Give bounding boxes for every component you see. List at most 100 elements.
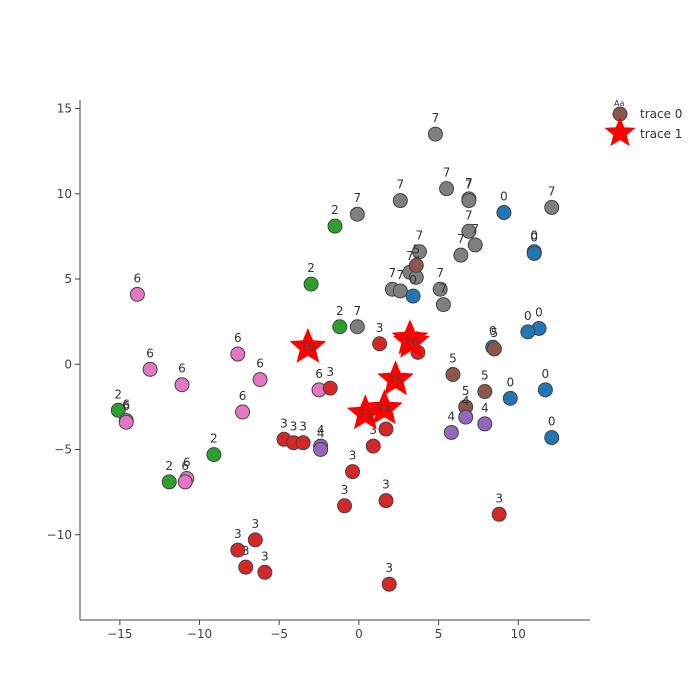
data-point-label-7[interactable]: [461, 223, 477, 239]
data-point-label-7[interactable]: [439, 181, 455, 197]
data-point-label-3[interactable]: [230, 542, 246, 558]
data-point-label-7[interactable]: [427, 126, 443, 142]
point-label: 0: [548, 415, 556, 429]
data-point-label-5[interactable]: [445, 366, 461, 382]
star-label: T4: [377, 403, 392, 416]
data-point-label-2[interactable]: [110, 402, 126, 418]
point-label: 4: [317, 423, 325, 437]
point-label: 3: [495, 491, 503, 505]
data-point-label-7[interactable]: [432, 281, 448, 297]
data-point-label-6[interactable]: [129, 286, 145, 302]
point-label: 5: [491, 326, 499, 340]
point-label: 7: [353, 191, 361, 205]
point-label: 7: [397, 178, 405, 192]
legend-item-trace-0[interactable]: Aa trace 0: [612, 99, 682, 122]
data-point-label-4[interactable]: [443, 424, 459, 440]
point-label: 7: [548, 184, 556, 198]
data-point-label-6[interactable]: [174, 377, 190, 393]
star-marker[interactable]: [366, 389, 403, 425]
data-point-label-7[interactable]: [392, 283, 408, 299]
data-point-label-0[interactable]: [526, 245, 542, 261]
data-point-label-4[interactable]: [313, 442, 329, 458]
x-tick-label: −5: [270, 627, 288, 641]
data-point-label-2[interactable]: [161, 474, 177, 490]
data-point-label-3[interactable]: [247, 532, 263, 548]
legend-label-trace-0: trace 0: [640, 107, 682, 121]
y-tick-label: −5: [54, 443, 72, 457]
data-point-label-5[interactable]: [486, 341, 502, 357]
data-point-label-3[interactable]: [378, 421, 394, 437]
star-label: T0: [404, 336, 419, 349]
data-point-label-3[interactable]: [295, 435, 311, 451]
data-point-label-7[interactable]: [435, 297, 451, 313]
data-point-label-4[interactable]: [477, 416, 493, 432]
data-point-label-0[interactable]: [544, 430, 560, 446]
data-point-label-6[interactable]: [235, 404, 251, 420]
x-tick-label: 5: [435, 627, 443, 641]
data-point-label-2[interactable]: [327, 218, 343, 234]
data-point-label-0[interactable]: [496, 205, 512, 221]
data-points: 7777777777777777770000000000222222555554…: [110, 111, 560, 592]
y-tick-label: 5: [64, 272, 72, 286]
point-label: 7: [465, 176, 473, 190]
data-point-label-3[interactable]: [257, 564, 273, 580]
data-point-label-3[interactable]: [322, 380, 338, 396]
data-point-label-7[interactable]: [461, 193, 477, 209]
point-label: 7: [397, 268, 405, 282]
data-point-label-6[interactable]: [118, 414, 134, 430]
point-label: 0: [530, 230, 538, 244]
data-point-label-3[interactable]: [372, 336, 388, 352]
point-label: 3: [251, 517, 259, 531]
data-point-label-2[interactable]: [332, 319, 348, 335]
point-label: 2: [307, 261, 315, 275]
data-point-label-6[interactable]: [142, 361, 158, 377]
point-label: 7: [440, 282, 448, 296]
data-point-label-0[interactable]: [405, 288, 421, 304]
star-marker[interactable]: [289, 327, 327, 363]
point-label: 6: [256, 357, 264, 371]
data-point-label-6[interactable]: [177, 474, 193, 490]
data-point-label-6[interactable]: [230, 346, 246, 362]
point-label: 0: [409, 273, 417, 287]
data-point-label-0[interactable]: [537, 382, 553, 398]
data-point-label-0[interactable]: [502, 390, 518, 406]
point-label: 6: [122, 398, 130, 412]
point-label: 7: [406, 249, 414, 263]
point-label: 0: [524, 309, 532, 323]
data-point-label-2[interactable]: [303, 276, 319, 292]
legend: Aa trace 0 trace 1: [604, 99, 683, 147]
star-label: T3: [357, 408, 372, 421]
star-marker[interactable]: [393, 322, 430, 358]
data-point-label-3[interactable]: [337, 498, 353, 514]
point-label: 0: [489, 324, 497, 338]
data-point-label-7[interactable]: [392, 193, 408, 209]
point-label: 7: [436, 266, 444, 280]
data-point-label-4[interactable]: [458, 409, 474, 425]
data-point-label-0[interactable]: [520, 324, 536, 340]
data-point-label-7[interactable]: [467, 237, 483, 253]
data-point-label-3[interactable]: [491, 506, 507, 522]
y-axis-ticks: −10 −5 0 5 10 15: [47, 102, 80, 542]
data-point-label-3[interactable]: [381, 576, 397, 592]
point-label: 7: [389, 266, 397, 280]
data-point-label-7[interactable]: [349, 206, 365, 222]
point-label: 4: [448, 409, 456, 423]
data-point-label-3[interactable]: [345, 464, 361, 480]
star-marker[interactable]: [377, 360, 414, 396]
data-point-label-7[interactable]: [349, 319, 365, 335]
data-point-label-3[interactable]: [365, 438, 381, 454]
data-point-label-7[interactable]: [453, 247, 469, 263]
y-tick-label: 15: [57, 102, 72, 116]
data-point-label-2[interactable]: [206, 447, 222, 463]
legend-item-trace-1[interactable]: trace 1: [604, 116, 683, 147]
data-point-label-7[interactable]: [544, 199, 560, 215]
data-point-label-3[interactable]: [238, 559, 254, 575]
data-point-label-6[interactable]: [252, 372, 268, 388]
data-point-label-5[interactable]: [408, 257, 424, 273]
data-point-label-5[interactable]: [477, 384, 493, 400]
point-label: 7: [353, 304, 361, 318]
point-label: 6: [183, 455, 191, 469]
point-label: 6: [181, 459, 189, 473]
data-point-label-3[interactable]: [378, 493, 394, 509]
